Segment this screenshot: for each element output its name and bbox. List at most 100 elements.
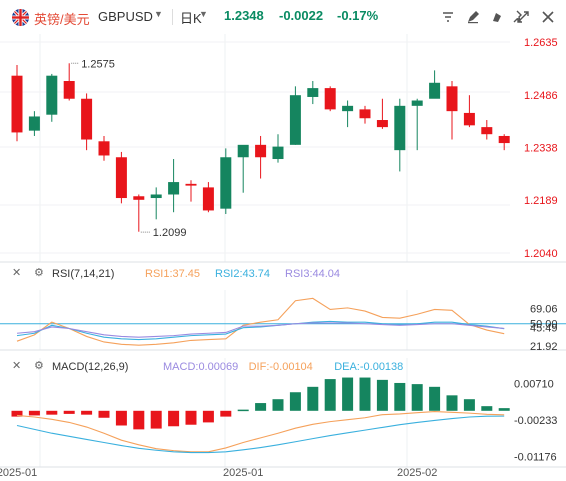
rsi-legend-item: RSI3:44.04 bbox=[285, 268, 340, 280]
macd-bar bbox=[46, 410, 58, 415]
rsi-title: RSI(7,14,21) bbox=[52, 268, 114, 280]
pencil-icon[interactable] bbox=[465, 9, 481, 25]
rsi-line-3 bbox=[16, 322, 505, 338]
macd-bar bbox=[150, 410, 162, 429]
candle bbox=[150, 194, 162, 199]
rsi-line-2 bbox=[16, 320, 505, 341]
rsi-close-icon: ✕ bbox=[12, 267, 21, 279]
pair-symbol[interactable]: GBPUSD bbox=[98, 9, 153, 24]
chart-header: 英镑/美元 GBPUSD ▼ 日K ▼ 1.2348 -0.0022 -0.17… bbox=[0, 0, 566, 34]
rsi-legend-item: RSI1:37.45 bbox=[145, 268, 200, 280]
dea-line bbox=[16, 415, 505, 454]
macd-axis-label: -0.01176 bbox=[514, 451, 557, 463]
rsi-axis-label: 45.49 bbox=[530, 322, 558, 334]
macd-bar bbox=[81, 410, 93, 415]
candle bbox=[28, 116, 40, 131]
candle bbox=[11, 75, 23, 133]
candle bbox=[289, 95, 301, 145]
candle bbox=[185, 183, 197, 186]
interval-selector[interactable]: 日K bbox=[180, 11, 202, 26]
candle bbox=[46, 75, 58, 115]
high-annotation: 1.2575 bbox=[81, 58, 115, 70]
candle bbox=[168, 182, 180, 195]
pair-name-cn[interactable]: 英镑/美元 bbox=[34, 12, 90, 27]
macd-bar bbox=[237, 409, 249, 412]
candle bbox=[446, 86, 458, 112]
rsi-settings-icon: ⚙ bbox=[34, 267, 44, 279]
macd-axis-label: 0.00710 bbox=[514, 378, 554, 390]
candle bbox=[63, 81, 75, 99]
macd-bar bbox=[463, 399, 475, 411]
candle bbox=[307, 88, 319, 97]
macd-bar bbox=[98, 410, 110, 418]
pin-icon[interactable] bbox=[509, 9, 525, 25]
macd-legend-item: DIF:-0.00104 bbox=[249, 361, 313, 373]
macd-bar bbox=[446, 395, 458, 411]
macd-bar bbox=[202, 410, 214, 423]
candle bbox=[359, 109, 371, 119]
rsi-axis-label: 69.06 bbox=[530, 304, 558, 316]
price-axis-label: 1.2486 bbox=[524, 90, 558, 102]
price-axis-label: 1.2189 bbox=[524, 195, 558, 207]
macd-bar bbox=[255, 403, 267, 411]
macd-bar bbox=[376, 379, 388, 411]
price-axis-label: 1.2635 bbox=[524, 37, 558, 49]
candle bbox=[81, 98, 93, 140]
x-axis-label: 2025-01 bbox=[223, 467, 263, 479]
macd-bar bbox=[359, 377, 371, 411]
macd-bar bbox=[272, 399, 284, 411]
candle bbox=[272, 146, 284, 160]
macd-bar bbox=[481, 406, 493, 411]
chart-canvas[interactable]: 1.2635 1.2486 1.2338 1.2189 1.2040 1.2575 1.20… bbox=[0, 34, 566, 481]
candle bbox=[237, 144, 249, 158]
macd-axis-label: -0.00233 bbox=[514, 415, 557, 427]
macd-bar bbox=[220, 410, 232, 417]
macd-bar bbox=[289, 392, 301, 411]
macd-close-icon: ✕ bbox=[12, 360, 21, 372]
candle bbox=[481, 127, 493, 135]
macd-bar bbox=[133, 410, 145, 430]
candle bbox=[220, 157, 232, 209]
candle bbox=[324, 88, 336, 110]
pair-dropdown-icon[interactable]: ▼ bbox=[154, 9, 163, 19]
expand-icon[interactable] bbox=[515, 9, 531, 25]
candle bbox=[463, 112, 475, 126]
macd-bar bbox=[185, 410, 197, 425]
price-change-pct: -0.17% bbox=[337, 8, 379, 23]
dif-line bbox=[16, 411, 505, 453]
candle bbox=[342, 105, 354, 112]
candle bbox=[376, 120, 388, 128]
macd-bar bbox=[307, 386, 319, 411]
macd-legend-item: DEA:-0.00138 bbox=[334, 361, 403, 373]
close-icon[interactable] bbox=[540, 9, 556, 25]
price-axis-label: 1.2338 bbox=[524, 142, 558, 154]
draw-icon[interactable] bbox=[489, 9, 505, 25]
macd-title: MACD(12,26,9) bbox=[52, 361, 128, 373]
macd-bar bbox=[429, 386, 441, 411]
candle bbox=[429, 82, 441, 99]
last-price: 1.2348 bbox=[224, 8, 264, 23]
macd-legend-item: MACD:0.00069 bbox=[163, 361, 238, 373]
macd-bar bbox=[11, 410, 23, 417]
rsi-axis-label: 21.92 bbox=[530, 341, 558, 353]
price-axis-label: 1.2040 bbox=[524, 248, 558, 260]
x-axis-label: 2025-01 bbox=[0, 467, 37, 479]
candle bbox=[498, 135, 510, 144]
macd-bar bbox=[498, 408, 510, 411]
candle bbox=[133, 196, 145, 200]
uk-flag-icon bbox=[12, 9, 29, 26]
macd-settings-icon: ⚙ bbox=[34, 360, 44, 372]
macd-bar bbox=[168, 410, 180, 427]
macd-bar bbox=[342, 377, 354, 411]
candle bbox=[394, 105, 406, 151]
candle bbox=[411, 100, 423, 106]
macd-bar bbox=[411, 384, 423, 411]
sort-icon[interactable] bbox=[440, 9, 456, 25]
macd-bar bbox=[394, 382, 406, 411]
low-annotation: 1.2099 bbox=[153, 227, 187, 239]
macd-bar bbox=[115, 410, 127, 426]
macd-bar bbox=[324, 379, 336, 411]
interval-dropdown-icon[interactable]: ▼ bbox=[199, 9, 208, 19]
macd-bar bbox=[28, 410, 40, 416]
rsi-legend-item: RSI2:43.74 bbox=[215, 268, 270, 280]
